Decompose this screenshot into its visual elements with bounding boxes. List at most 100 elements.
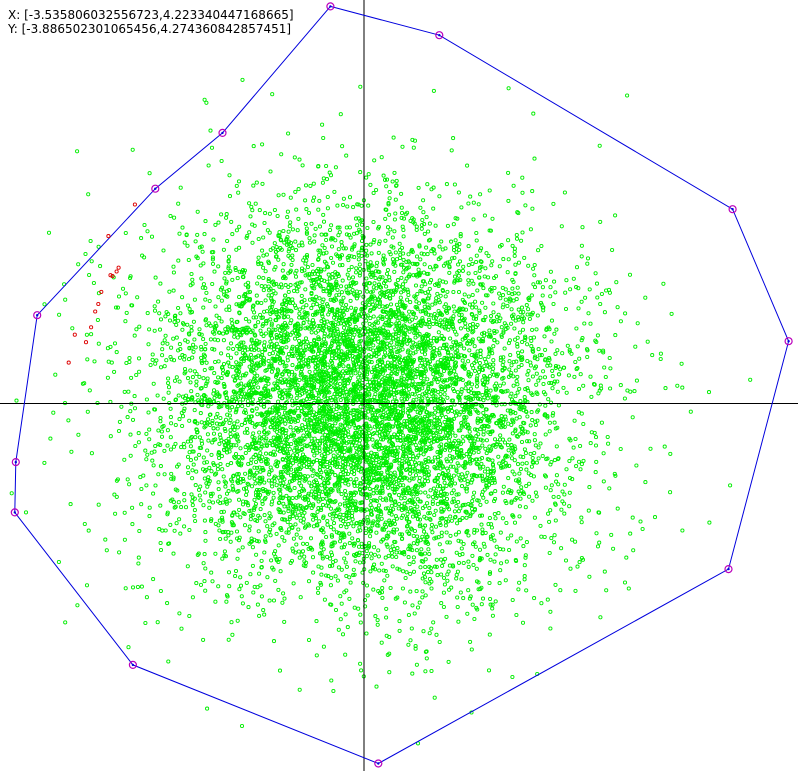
data-point xyxy=(365,225,370,231)
data-point xyxy=(439,530,444,535)
data-point xyxy=(216,295,221,300)
data-point xyxy=(309,221,314,226)
data-point xyxy=(268,169,273,174)
data-point xyxy=(484,451,489,456)
data-point xyxy=(350,510,355,515)
data-point xyxy=(221,338,226,343)
data-point xyxy=(679,361,684,366)
data-point xyxy=(301,433,306,438)
data-point xyxy=(387,196,392,201)
data-point xyxy=(368,260,373,265)
data-point xyxy=(579,243,584,248)
data-point xyxy=(650,353,655,358)
data-point xyxy=(490,613,495,618)
data-point xyxy=(369,450,374,455)
data-point xyxy=(408,589,413,594)
data-point xyxy=(368,534,373,539)
data-point xyxy=(568,566,573,571)
data-point xyxy=(377,304,382,309)
point-cloud xyxy=(9,77,753,746)
data-point xyxy=(139,502,144,507)
data-point xyxy=(549,339,554,344)
data-point xyxy=(477,547,483,552)
data-point xyxy=(406,252,411,257)
data-point xyxy=(224,281,229,286)
data-point xyxy=(558,588,563,593)
data-point xyxy=(512,458,517,463)
data-point xyxy=(330,516,335,521)
data-point xyxy=(197,374,202,379)
data-point xyxy=(460,358,465,363)
data-point xyxy=(317,445,322,450)
data-point xyxy=(523,555,528,560)
data-point xyxy=(436,308,441,314)
data-point xyxy=(488,602,493,607)
data-point xyxy=(442,447,448,452)
data-point xyxy=(532,596,537,601)
data-point xyxy=(402,600,407,605)
data-point xyxy=(507,547,512,553)
data-point xyxy=(366,203,371,208)
data-point xyxy=(307,480,312,485)
data-point xyxy=(182,445,187,450)
data-point xyxy=(329,244,335,249)
data-point xyxy=(410,379,415,384)
data-point xyxy=(610,247,615,253)
data-point xyxy=(358,661,363,666)
data-point xyxy=(525,372,530,377)
data-point xyxy=(276,500,281,506)
data-point xyxy=(216,400,221,406)
data-point xyxy=(180,295,185,300)
data-point xyxy=(471,217,476,222)
data-point xyxy=(458,326,463,331)
data-point xyxy=(375,260,380,265)
data-point xyxy=(303,326,308,331)
data-point xyxy=(471,494,476,500)
data-point xyxy=(219,351,224,356)
data-point xyxy=(324,163,329,169)
data-point xyxy=(538,375,543,380)
data-point xyxy=(187,418,192,423)
data-point xyxy=(298,595,303,600)
data-point xyxy=(271,495,276,500)
data-point xyxy=(421,210,426,215)
data-point xyxy=(502,346,507,351)
data-point xyxy=(259,594,264,599)
data-point xyxy=(658,351,663,356)
data-point xyxy=(363,530,368,536)
data-point xyxy=(317,519,322,524)
data-point xyxy=(471,562,476,568)
data-point xyxy=(320,502,326,507)
data-point xyxy=(381,257,386,262)
data-point xyxy=(601,451,606,456)
data-point xyxy=(290,344,295,349)
data-point xyxy=(381,253,386,258)
data-point xyxy=(409,626,414,631)
data-point xyxy=(296,503,301,508)
data-point xyxy=(437,352,442,357)
data-point xyxy=(331,521,337,526)
data-point xyxy=(451,464,456,469)
data-point xyxy=(210,281,215,287)
data-point xyxy=(302,417,307,422)
data-point xyxy=(190,375,195,380)
data-point xyxy=(236,548,241,553)
data-point xyxy=(419,226,424,231)
data-point xyxy=(174,322,179,327)
data-point xyxy=(520,175,525,180)
data-point xyxy=(166,376,171,381)
data-point xyxy=(480,300,485,305)
data-point xyxy=(256,255,261,260)
data-point xyxy=(530,455,535,461)
data-point xyxy=(280,268,285,273)
data-point xyxy=(516,260,522,265)
data-point xyxy=(298,324,303,329)
data-point xyxy=(342,534,347,539)
data-point xyxy=(643,295,648,300)
data-point xyxy=(202,518,207,523)
data-point xyxy=(580,336,585,341)
data-point xyxy=(394,550,399,555)
data-point xyxy=(135,584,140,590)
data-point xyxy=(202,552,207,557)
data-point xyxy=(199,276,204,281)
